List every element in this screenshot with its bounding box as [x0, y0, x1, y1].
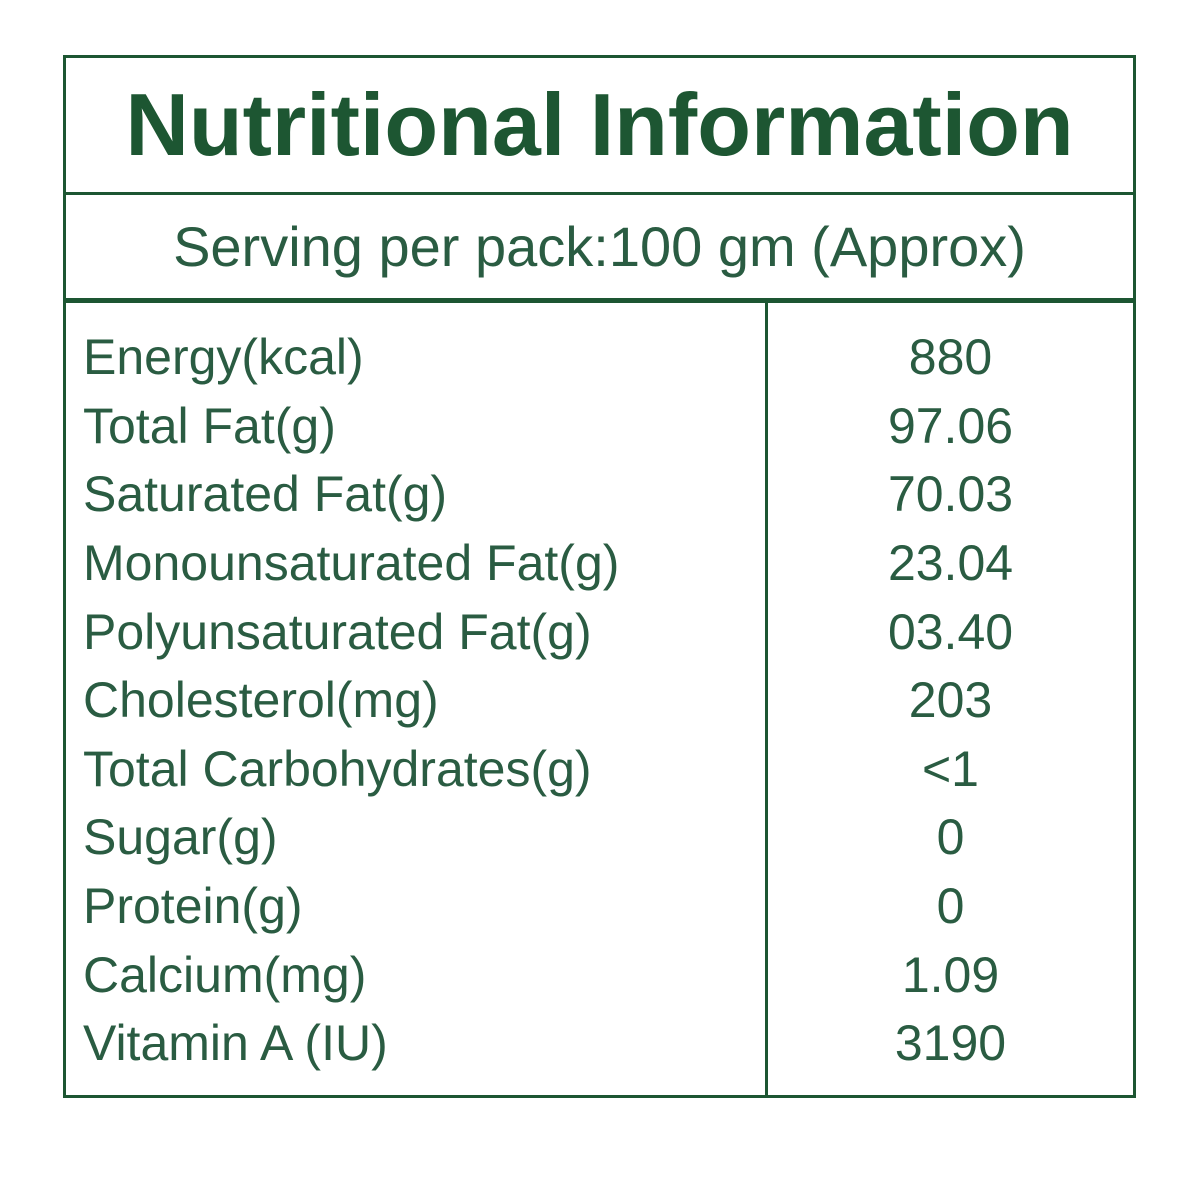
table-row: Energy(kcal) 880: [66, 323, 1133, 392]
table-row: Cholesterol(mg) 203: [66, 666, 1133, 735]
nutrition-table: Energy(kcal) 880 Total Fat(g) 97.06 Satu…: [66, 303, 1133, 1095]
table-row: Polyunsaturated Fat(g) 03.40: [66, 597, 1133, 666]
nutrient-value: <1: [921, 740, 979, 797]
table-row: Total Fat(g) 97.06: [66, 392, 1133, 461]
table-rows: Energy(kcal) 880 Total Fat(g) 97.06 Satu…: [66, 323, 1133, 1078]
serving-section: Serving per pack:100 gm (Approx): [66, 195, 1133, 303]
nutrient-name: Total Carbohydrates(g): [83, 740, 592, 797]
table-row: Calcium(mg) 1.09: [66, 940, 1133, 1009]
nutrient-value: 23.04: [887, 535, 1014, 592]
table-row: Sugar(g) 0: [66, 803, 1133, 872]
nutrient-value: 0: [936, 809, 965, 866]
table-row: Protein(g) 0: [66, 872, 1133, 941]
nutrient-name: Calcium(mg): [83, 946, 367, 1003]
nutrient-name: Polyunsaturated Fat(g): [83, 603, 592, 660]
nutrient-value: 203: [908, 672, 993, 729]
table-row: Saturated Fat(g) 70.03: [66, 460, 1133, 529]
nutrient-name: Protein(g): [83, 878, 303, 935]
nutrient-value: 0: [936, 878, 965, 935]
nutrition-label: Nutritional Information Serving per pack…: [63, 55, 1136, 1098]
table-row: Vitamin A (IU) 3190: [66, 1009, 1133, 1078]
title-section: Nutritional Information: [66, 58, 1133, 195]
nutrient-name: Cholesterol(mg): [83, 672, 439, 729]
nutrient-value: 1.09: [901, 946, 1000, 1003]
table-row: Total Carbohydrates(g) <1: [66, 735, 1133, 804]
table-row: Monounsaturated Fat(g) 23.04: [66, 529, 1133, 598]
nutrient-value: 70.03: [887, 466, 1014, 523]
nutrient-name: Total Fat(g): [83, 397, 336, 454]
nutrient-value: 03.40: [887, 603, 1014, 660]
nutrient-name: Energy(kcal): [83, 329, 364, 386]
nutrient-value: 3190: [894, 1015, 1007, 1072]
nutrient-name: Sugar(g): [83, 809, 278, 866]
nutrient-name: Monounsaturated Fat(g): [83, 535, 620, 592]
nutrient-name: Vitamin A (IU): [83, 1015, 388, 1072]
nutrient-value: 97.06: [887, 397, 1014, 454]
nutrient-value: 880: [908, 329, 993, 386]
nutrient-name: Saturated Fat(g): [83, 466, 448, 523]
page-title: Nutritional Information: [125, 75, 1074, 174]
column-divider: [765, 303, 768, 1095]
serving-info: Serving per pack:100 gm (Approx): [173, 215, 1026, 278]
